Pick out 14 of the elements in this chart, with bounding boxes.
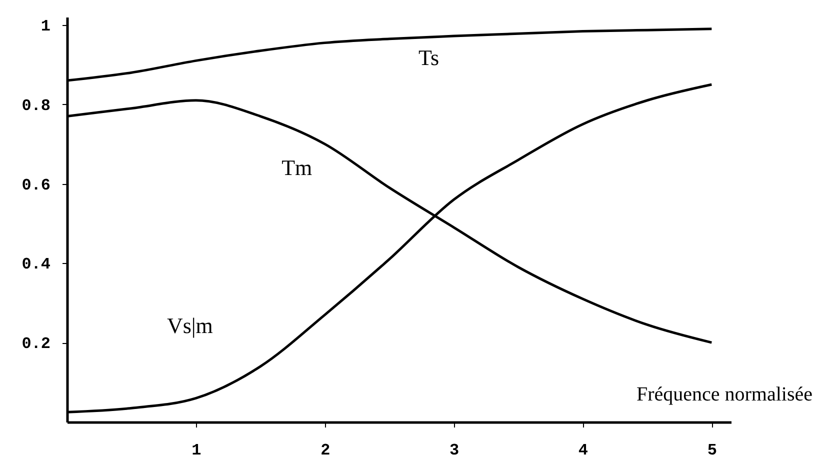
x-tick-label: 2	[320, 442, 330, 460]
y-tick-label: 0.2	[22, 335, 50, 354]
y-tick-label: 0.4	[22, 256, 51, 274]
x-tick-label: 4	[578, 442, 588, 460]
x-tick-label: 5	[707, 442, 717, 460]
x-axis-title: Fréquence normalisée	[636, 384, 813, 406]
y-tick-label: 0.8	[22, 96, 50, 115]
x-tick-label: 1	[192, 442, 202, 460]
x-tick-label: 3	[449, 442, 460, 460]
text: Vs|m	[166, 313, 213, 338]
series-label: Ts	[418, 45, 440, 70]
series-label: Tm	[282, 155, 312, 180]
y-tick-label: 0.6	[22, 176, 50, 194]
y-tick-label: 1	[40, 17, 50, 36]
